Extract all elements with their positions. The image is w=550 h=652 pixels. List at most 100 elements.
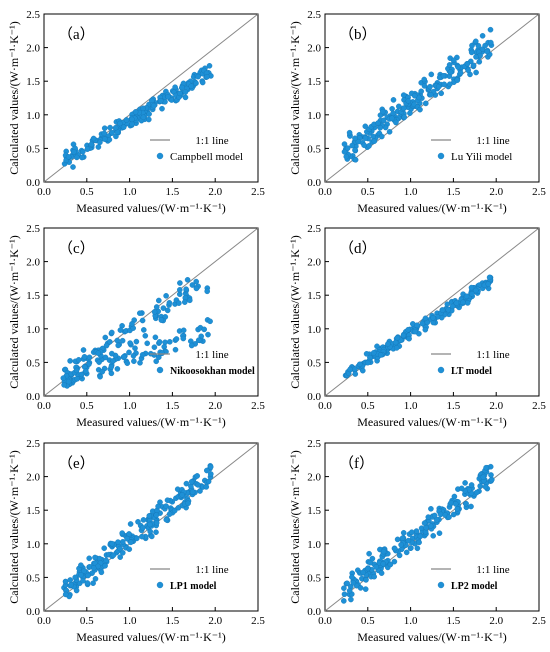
y-tick-label: 1.0	[307, 539, 321, 551]
data-point	[153, 529, 159, 536]
x-tick-label: 0.0	[37, 400, 51, 412]
y-tick-label: 2.5	[26, 223, 40, 235]
data-point	[153, 304, 160, 310]
data-point	[166, 299, 173, 306]
y-tick-label: 0.0	[307, 177, 321, 189]
data-point	[346, 129, 353, 136]
data-point	[140, 517, 147, 523]
data-point	[375, 120, 381, 126]
data-point	[371, 573, 378, 580]
data-point	[405, 98, 412, 104]
data-point	[370, 133, 377, 140]
data-point	[359, 367, 366, 374]
x-tick-label: 1.0	[123, 615, 137, 627]
data-point	[385, 341, 391, 347]
data-point	[419, 320, 426, 327]
data-point	[110, 358, 116, 364]
data-point	[486, 274, 493, 281]
x-tick-label: 2.0	[489, 186, 503, 198]
legend-label-series: LT model	[451, 366, 492, 377]
data-point	[205, 331, 211, 338]
legend-label-series: Lu Yili model	[451, 151, 512, 163]
y-tick-label: 2.5	[307, 438, 321, 450]
data-point	[464, 300, 471, 306]
data-point	[62, 591, 69, 598]
data-point	[88, 141, 95, 148]
x-tick-label: 2.0	[208, 615, 222, 627]
data-point	[115, 342, 121, 349]
x-tick-label: 2.5	[532, 400, 546, 412]
plot-frame	[43, 442, 259, 612]
data-point	[355, 138, 362, 145]
data-point	[390, 110, 396, 117]
data-point	[193, 285, 200, 292]
y-tick-label: 1.0	[26, 324, 40, 336]
data-point	[422, 100, 429, 107]
data-point	[102, 334, 109, 341]
x-tick-label: 2.0	[208, 400, 222, 412]
data-point	[356, 361, 363, 368]
data-point	[405, 537, 412, 544]
data-point	[348, 596, 354, 603]
data-point	[184, 276, 191, 283]
data-point	[117, 545, 123, 552]
data-point	[203, 467, 210, 474]
data-point	[90, 135, 97, 142]
data-point	[163, 292, 169, 299]
panel-label: （b）	[339, 26, 377, 43]
data-point	[166, 511, 173, 517]
data-point	[421, 83, 428, 89]
legend-marker-swatch	[156, 152, 164, 160]
x-tick-label: 1.0	[404, 615, 418, 627]
data-point	[139, 351, 146, 358]
data-point	[414, 322, 420, 329]
data-point	[153, 512, 160, 518]
data-point	[62, 578, 69, 585]
data-point	[398, 542, 404, 548]
data-point	[422, 315, 429, 322]
panel-label: （e）	[58, 455, 95, 472]
data-point	[127, 521, 134, 527]
data-point	[362, 586, 369, 592]
data-point	[468, 284, 475, 291]
data-point	[380, 548, 387, 555]
data-point	[400, 105, 407, 111]
x-axis-label: Measured values/(W·m⁻¹·K⁻¹)	[76, 201, 225, 215]
data-point	[126, 349, 132, 356]
data-point	[90, 565, 97, 571]
data-point	[158, 317, 165, 323]
data-point	[395, 103, 402, 110]
data-point	[103, 342, 110, 349]
legend-label-reference: 1:1 line	[476, 349, 509, 361]
data-point	[454, 505, 461, 512]
data-point	[146, 111, 152, 117]
data-point	[447, 69, 454, 75]
data-point	[152, 334, 159, 341]
data-point	[360, 569, 367, 576]
data-point	[472, 38, 479, 45]
data-point	[65, 378, 72, 385]
x-axis-label: Measured values/(W·m⁻¹·K⁻¹)	[76, 630, 225, 644]
data-point	[204, 74, 210, 80]
y-tick-label: 0.0	[26, 391, 40, 403]
data-point	[117, 120, 123, 127]
data-point	[446, 514, 452, 520]
data-point	[172, 346, 179, 353]
data-point	[60, 375, 67, 381]
data-point	[97, 373, 103, 380]
data-point	[480, 474, 487, 481]
data-point	[477, 483, 484, 489]
panel-label: （c）	[58, 240, 95, 257]
data-point	[151, 344, 158, 351]
data-point	[84, 580, 91, 586]
data-point	[90, 580, 96, 587]
data-point	[126, 546, 133, 553]
data-point	[176, 286, 183, 293]
data-point	[173, 336, 180, 342]
data-point	[422, 326, 429, 333]
data-point	[86, 555, 92, 562]
data-point	[123, 117, 130, 123]
data-point	[67, 358, 73, 364]
x-tick-label: 2.5	[532, 186, 546, 198]
data-point	[71, 149, 77, 155]
